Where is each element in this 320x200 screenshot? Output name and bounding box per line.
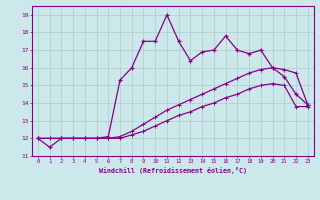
X-axis label: Windchill (Refroidissement éolien,°C): Windchill (Refroidissement éolien,°C) [99,167,247,174]
